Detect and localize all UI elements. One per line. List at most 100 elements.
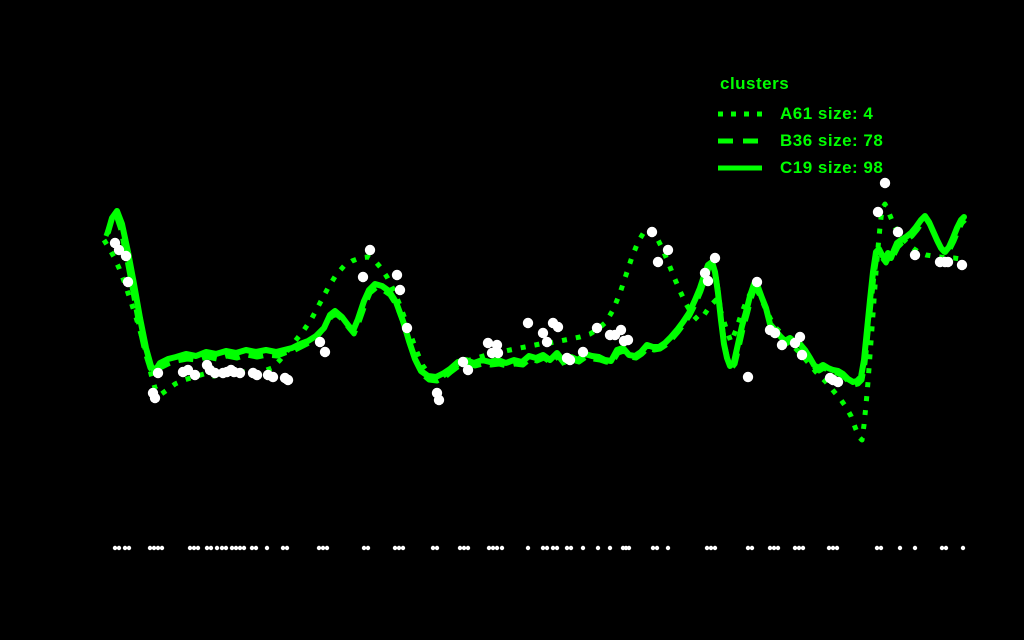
data-point xyxy=(909,249,921,261)
rug-tick xyxy=(749,545,755,551)
data-point xyxy=(149,392,161,404)
rug-tick xyxy=(320,545,326,551)
data-point xyxy=(319,346,331,358)
rug-tick xyxy=(187,545,193,551)
rug-tick xyxy=(834,545,840,551)
data-point xyxy=(492,347,504,359)
solid-line-sample-icon xyxy=(716,164,764,172)
rug-tick xyxy=(465,545,471,551)
data-point xyxy=(401,322,413,334)
data-point xyxy=(591,322,603,334)
data-point xyxy=(564,354,576,366)
data-point xyxy=(391,269,403,281)
rug-tick xyxy=(708,545,714,551)
data-point xyxy=(537,327,549,339)
data-point xyxy=(956,259,968,271)
rug-tick xyxy=(767,545,773,551)
data-point xyxy=(282,374,294,386)
rug-tick xyxy=(195,545,201,551)
data-point xyxy=(702,275,714,287)
rug-tick xyxy=(461,545,467,551)
rug-tick xyxy=(550,545,556,551)
data-point xyxy=(577,346,589,358)
rug-tick xyxy=(264,545,270,551)
data-point xyxy=(794,331,806,343)
series-line-c19 xyxy=(105,208,967,385)
rug-tick xyxy=(249,545,255,551)
data-point xyxy=(433,394,445,406)
rug-tick xyxy=(191,545,197,551)
data-point xyxy=(699,267,711,279)
rug-tick xyxy=(654,545,660,551)
rug-tick xyxy=(960,545,966,551)
rug-tick xyxy=(365,545,371,551)
rug-tick xyxy=(434,545,440,551)
rug-tick xyxy=(486,545,492,551)
rug-tick xyxy=(155,545,161,551)
rug-tick xyxy=(665,545,671,551)
rug-tick xyxy=(568,545,574,551)
data-point xyxy=(879,177,891,189)
rug-tick xyxy=(796,545,802,551)
legend-item-b36: B36 size: 78 xyxy=(716,127,883,154)
rug-tick xyxy=(580,545,586,551)
legend-item-label: A61 size: 4 xyxy=(780,103,874,123)
rug-tick xyxy=(525,545,531,551)
legend-item-label: C19 size: 98 xyxy=(780,157,884,177)
data-point xyxy=(364,244,376,256)
rug-tick xyxy=(650,545,656,551)
rug-tick xyxy=(204,545,210,551)
rug-tick xyxy=(712,545,718,551)
data-point xyxy=(120,250,132,262)
rug-tick xyxy=(316,545,322,551)
rug-tick xyxy=(878,545,884,551)
rug-tick xyxy=(830,545,836,551)
rug-tick xyxy=(540,545,546,551)
rug-tick xyxy=(219,545,225,551)
rug-tick xyxy=(400,545,406,551)
data-point xyxy=(552,321,564,333)
data-point xyxy=(751,276,763,288)
dashed-line-sample-icon xyxy=(716,137,764,145)
rug-tick xyxy=(253,545,259,551)
rug-tick xyxy=(229,545,235,551)
rug-tick xyxy=(284,545,290,551)
rug-tick xyxy=(595,545,601,551)
rug-tick xyxy=(897,545,903,551)
data-point xyxy=(942,256,954,268)
data-point xyxy=(662,244,674,256)
rug-tick xyxy=(775,545,781,551)
data-point xyxy=(769,327,781,339)
data-point xyxy=(457,356,469,368)
data-point xyxy=(251,369,263,381)
rug-tick xyxy=(490,545,496,551)
legend-item-c19: C19 size: 98 xyxy=(716,154,883,181)
data-point xyxy=(462,364,474,376)
legend-item-a61: A61 size: 4 xyxy=(716,100,883,127)
data-point xyxy=(742,371,754,383)
rug-tick xyxy=(554,545,560,551)
rug-tick xyxy=(943,545,949,551)
rug-tick xyxy=(280,545,286,551)
rug-tick xyxy=(324,545,330,551)
rug-tick xyxy=(208,545,214,551)
rug-tick xyxy=(126,545,132,551)
rug-tick xyxy=(361,545,367,551)
data-point xyxy=(541,336,553,348)
data-point xyxy=(209,367,221,379)
rug-tick xyxy=(392,545,398,551)
rug-tick xyxy=(112,545,118,551)
rug-tick xyxy=(607,545,613,551)
rug-tick xyxy=(800,545,806,551)
chart-legend: clusters A61 size: 4 B36 size: 78 C19 si… xyxy=(716,74,883,181)
data-point xyxy=(615,324,627,336)
data-point xyxy=(892,226,904,238)
rug-tick xyxy=(159,545,165,551)
data-point xyxy=(652,256,664,268)
legend-title: clusters xyxy=(720,74,790,93)
rug-tick xyxy=(396,545,402,551)
data-point xyxy=(491,339,503,351)
data-point xyxy=(872,206,884,218)
